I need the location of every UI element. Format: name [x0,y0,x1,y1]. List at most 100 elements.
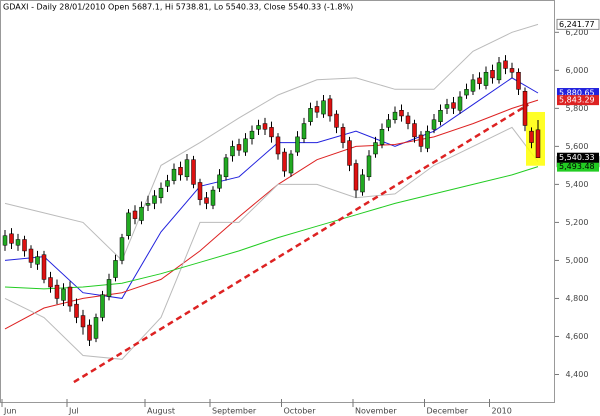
candle-body [223,157,229,178]
candle-body [392,111,398,121]
candle-body [126,212,131,236]
candle-body [308,108,313,122]
candle-body [496,62,502,81]
x-tick-label: November [355,407,397,416]
y-tick-label: 4,400 [566,370,589,379]
candle-body [106,279,112,297]
value-label-box [557,161,599,172]
candle-body [28,248,34,263]
candle-body [249,130,255,140]
candle-body [262,123,268,130]
value-label-box [556,18,600,30]
candle-body [399,110,404,117]
candle-body [2,235,8,246]
candle-body [412,123,417,138]
y-tick-label: 6,200 [566,28,589,37]
candle-body [509,68,515,73]
candle-body [15,239,21,246]
candle-body [100,294,105,318]
candle-body [490,70,495,79]
candle-body [483,71,489,86]
highlight-box [526,111,545,166]
candle-body [444,104,450,109]
candle-body [139,206,144,221]
candle-body [230,146,235,157]
candle-body [54,284,60,299]
y-tick-label: 5,000 [566,256,589,265]
candle-body [379,129,385,145]
candle-body [41,254,47,280]
value-label: 5,843.29 [559,96,595,105]
indicator-line [4,126,539,360]
candle-body [529,130,534,143]
candle-body [418,134,424,147]
value-label: 5,540.33 [559,153,595,162]
candle-body [171,168,177,181]
candle-body [425,130,430,149]
candle-body [210,189,216,206]
candle-body [295,136,300,153]
y-tick-label: 6,000 [566,66,589,75]
candle-body [113,260,118,278]
plot-frame [0,0,555,403]
x-tick-label: Jun [3,407,17,416]
candle-body [93,317,99,339]
candle-body [347,140,352,166]
candle-body [178,167,183,176]
candle-body [165,180,170,187]
candle-body [535,129,541,158]
candle-body [353,163,359,191]
candle-body [119,237,125,261]
y-tick-label: 4,600 [566,332,589,341]
candle-body [145,203,151,206]
candle-body [184,159,190,178]
y-tick-label: 5,200 [566,218,589,227]
candle-body [321,100,326,115]
candle-body [22,239,27,252]
indicator-line [4,166,539,290]
candle-body [282,151,287,172]
candle-body [158,187,164,198]
candle-body [451,102,456,109]
x-tick-label: August [147,407,175,416]
candle-body [327,98,333,117]
candle-body [288,153,294,174]
chart-title: GDAXI - Daily 28/01/2010 Open 5687.1, Hi… [3,3,353,12]
candle-body [314,106,320,113]
candle-body [457,96,463,111]
candle-body [80,315,86,328]
candle-body [340,127,346,143]
value-label-box [557,88,599,99]
candle-body [464,89,469,96]
y-tick-label: 4,800 [566,294,589,303]
candle-body [204,197,209,204]
candle-body [236,144,242,151]
candle-body [275,136,281,155]
candle-body [503,60,508,69]
x-tick-label: 2010 [492,407,512,416]
value-label: 6,241.77 [559,20,595,29]
x-tick-label: September [212,407,257,416]
value-label: 5,880.65 [559,89,595,98]
candle-body [217,174,222,189]
candle-body [9,233,14,244]
candle-body [35,256,40,265]
x-tick-label: December [427,407,469,416]
candle-body [191,159,196,185]
candle-body [477,77,482,84]
candle-body [301,123,307,140]
candle-body [516,71,521,90]
value-label: 5,493.48 [559,162,595,171]
value-label-box [557,95,599,106]
candle-body [269,127,274,138]
y-tick-label: 5,800 [566,104,589,113]
candle-body [243,138,248,153]
candle-body [360,174,365,193]
candle-body [405,115,411,124]
candle-body [522,90,528,126]
candle-body [152,195,157,204]
candle-body [431,119,437,130]
candle-body [470,79,476,92]
y-tick-label: 5,600 [566,142,589,151]
